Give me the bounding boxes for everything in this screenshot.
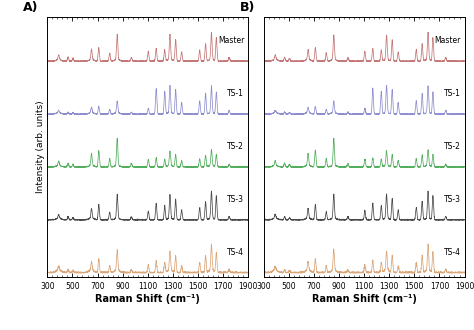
X-axis label: Raman Shift (cm⁻¹): Raman Shift (cm⁻¹)	[95, 294, 200, 304]
Text: Master: Master	[218, 36, 244, 46]
Text: TS-3: TS-3	[227, 195, 244, 204]
Text: TS-1: TS-1	[228, 89, 244, 98]
Text: TS-2: TS-2	[228, 142, 244, 151]
Y-axis label: Intensity (arb. units): Intensity (arb. units)	[36, 101, 45, 193]
Text: B): B)	[240, 1, 255, 14]
Text: TS-3: TS-3	[444, 195, 461, 204]
Text: TS-1: TS-1	[444, 89, 461, 98]
Text: TS-4: TS-4	[227, 248, 244, 257]
X-axis label: Raman Shift (cm⁻¹): Raman Shift (cm⁻¹)	[312, 294, 417, 304]
Text: TS-4: TS-4	[444, 248, 461, 257]
Text: Master: Master	[434, 36, 461, 46]
Text: TS-2: TS-2	[444, 142, 461, 151]
Text: A): A)	[23, 1, 39, 14]
